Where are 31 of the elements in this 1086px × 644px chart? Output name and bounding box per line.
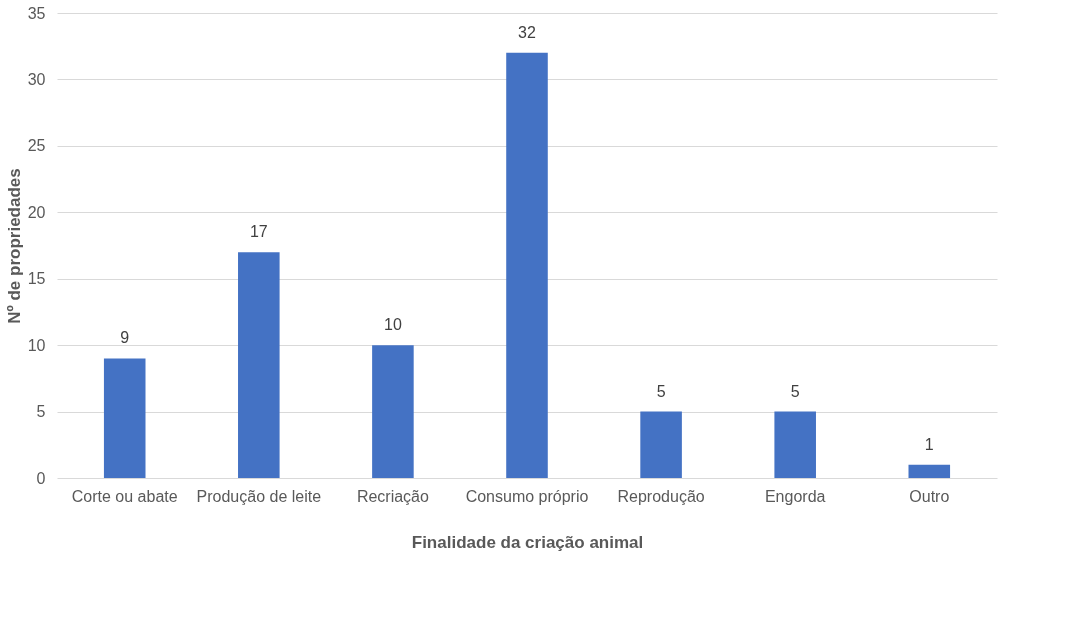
x-tick-label: Engorda bbox=[764, 487, 826, 505]
data-label: 17 bbox=[249, 223, 268, 241]
bar bbox=[372, 345, 414, 478]
x-tick-label: Reprodução bbox=[617, 487, 705, 505]
data-label: 5 bbox=[656, 382, 666, 400]
x-tick-label: Produção de leite bbox=[196, 487, 322, 505]
data-label: 1 bbox=[924, 435, 934, 453]
y-tick-label: 5 bbox=[36, 403, 46, 421]
y-axis-title: Nº de propriedades bbox=[4, 168, 24, 324]
bar bbox=[640, 411, 682, 478]
x-tick-label: Consumo próprio bbox=[465, 487, 589, 505]
y-tick-label: 25 bbox=[27, 137, 46, 155]
bar bbox=[774, 411, 816, 478]
data-label: 9 bbox=[120, 329, 130, 347]
y-tick-label: 0 bbox=[36, 469, 46, 487]
bar bbox=[506, 52, 548, 478]
bar bbox=[238, 252, 280, 478]
y-tick-label: 15 bbox=[27, 270, 46, 288]
bar bbox=[103, 358, 146, 478]
x-tick-label: Recriação bbox=[356, 487, 430, 505]
data-label: 5 bbox=[790, 382, 800, 400]
y-tick-label: 20 bbox=[27, 203, 46, 221]
y-tick-label: 35 bbox=[27, 4, 46, 22]
y-tick-label: 30 bbox=[27, 70, 46, 88]
x-axis-title: Finalidade da criação animal bbox=[411, 532, 644, 552]
y-tick-label: 10 bbox=[27, 336, 46, 354]
data-label: 32 bbox=[518, 23, 536, 41]
x-tick-label: Outro bbox=[909, 487, 950, 505]
data-label: 10 bbox=[384, 316, 402, 334]
bar bbox=[908, 464, 951, 478]
x-tick-label: Corte ou abate bbox=[71, 487, 178, 505]
